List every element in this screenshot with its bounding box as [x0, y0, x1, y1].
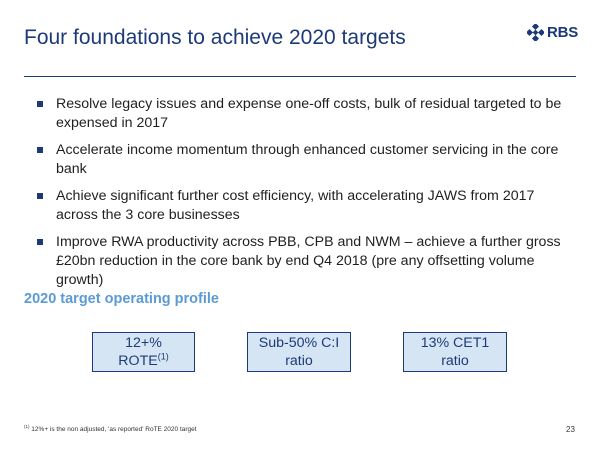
box-line-2: ratio — [285, 353, 313, 369]
target-box-cet1: 13% CET1 ratio — [403, 332, 507, 372]
page-number: 23 — [566, 425, 575, 434]
title-divider — [24, 76, 576, 77]
footnote-text: 12%+ is the non adjusted, 'as reported' … — [29, 426, 197, 433]
bullet-list: Resolve legacy issues and expense one-of… — [37, 95, 562, 298]
box-line-2: ratio — [441, 353, 469, 369]
footnote-marker: (1) — [157, 351, 169, 362]
bullet-text: Accelerate income momentum through enhan… — [56, 142, 559, 177]
bullet-item: Resolve legacy issues and expense one-of… — [37, 95, 562, 133]
box-line-1: 13% CET1 — [420, 335, 490, 351]
bullet-text: Resolve legacy issues and expense one-of… — [56, 96, 562, 131]
box-line-1: Sub-50% C:I — [258, 335, 340, 351]
rbs-logo: RBS — [527, 24, 578, 41]
box-line-1: 12+% — [125, 335, 162, 351]
logo-wordmark: RBS — [547, 24, 579, 41]
target-box-rote: 12+% ROTE(1) — [92, 332, 195, 372]
bullet-text: Improve RWA productivity across PBB, CPB… — [56, 234, 561, 288]
bullet-square-icon — [37, 101, 43, 107]
bullet-square-icon — [37, 239, 43, 245]
target-box-cost-income: Sub-50% C:I ratio — [247, 332, 351, 372]
daisy-wheel-icon — [527, 24, 544, 41]
bullet-square-icon — [37, 147, 43, 153]
bullet-item: Accelerate income momentum through enhan… — [37, 141, 562, 179]
bullet-item: Achieve significant further cost efficie… — [37, 187, 562, 225]
bullet-item: Improve RWA productivity across PBB, CPB… — [37, 233, 562, 290]
bullet-square-icon — [37, 193, 43, 199]
footnote-marker: (1) — [24, 423, 30, 429]
slide-title: Four foundations to achieve 2020 targets — [24, 26, 406, 49]
section-subheading: 2020 target operating profile — [24, 291, 219, 307]
bullet-text: Achieve significant further cost efficie… — [56, 188, 535, 223]
footnote: (1) 12%+ is the non adjusted, 'as report… — [24, 423, 197, 433]
box-line-2: ROTE(1) — [118, 351, 169, 369]
